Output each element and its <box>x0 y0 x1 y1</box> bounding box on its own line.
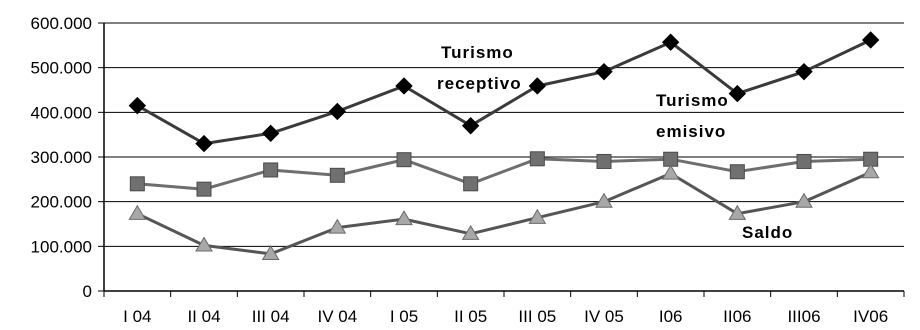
series-1-point-8 <box>663 151 679 167</box>
series-2-point-7 <box>595 192 613 208</box>
y-tick-label-2: 200.000 <box>31 193 92 212</box>
series-1-point-7 <box>596 153 612 169</box>
annotation-receptivo-line-2: receptivo <box>437 74 522 93</box>
series-1-point-0 <box>129 176 145 192</box>
series-0-point-7 <box>595 62 613 81</box>
series-2-point-8 <box>661 164 680 180</box>
series-0-point-8 <box>661 33 680 51</box>
series-1-point-1 <box>196 181 212 197</box>
series-2-point-4 <box>395 210 413 226</box>
x-tick-label-8: I06 <box>659 307 683 326</box>
series-2-point-0 <box>128 204 147 220</box>
series-2-point-9 <box>728 204 747 220</box>
series-2-point-1 <box>195 236 213 252</box>
x-tick-label-9: II06 <box>723 307 751 326</box>
annotation-saldo: Saldo <box>742 223 793 242</box>
series-line-0 <box>136 38 872 146</box>
series-2-point-11 <box>861 163 880 179</box>
series-annotations: Turismo receptivo Turismo emisivo Saldo <box>437 43 793 242</box>
y-tick-label-5: 500.000 <box>31 59 92 78</box>
y-tick-label-6: 600.000 <box>31 14 92 33</box>
annotation-emisivo-line-2: emisivo <box>656 122 726 141</box>
series-line-2 <box>136 170 872 256</box>
series-2-point-2 <box>261 244 280 261</box>
y-tick-label-1: 100.000 <box>31 237 92 256</box>
annotation-receptivo-line-1: Turismo <box>441 43 514 62</box>
series-1-point-10 <box>796 153 812 169</box>
x-tick-label-11: IV06 <box>853 307 888 326</box>
series-1-point-5 <box>463 176 479 192</box>
series-0-point-0 <box>128 96 147 115</box>
x-tick-label-6: III 05 <box>518 307 556 326</box>
annotation-emisivo-line-1: Turismo <box>656 91 729 110</box>
series-1-point-6 <box>529 151 545 167</box>
series-0-point-9 <box>728 84 747 103</box>
x-tick-label-4: I 05 <box>390 307 418 326</box>
series-2-point-5 <box>461 224 480 240</box>
series-0-point-1 <box>195 134 213 153</box>
series-lines <box>136 38 872 256</box>
y-tick-label-0: 0 <box>83 282 92 301</box>
tick-labels: 0 100.000 200.000 300.000 400.000 500.000 600.… <box>31 14 889 326</box>
x-tick-label-5: II 05 <box>454 307 487 326</box>
gridlines <box>104 22 904 247</box>
x-tick-label-3: IV 04 <box>317 307 357 326</box>
series-0-point-5 <box>461 117 480 135</box>
y-tick-label-3: 300.000 <box>31 148 92 167</box>
series-0-point-10 <box>795 62 813 81</box>
series-1-point-2 <box>263 162 279 178</box>
series-0-point-4 <box>395 77 413 95</box>
series-2-point-10 <box>795 192 813 208</box>
data-markers <box>128 31 880 261</box>
series-0-point-3 <box>328 102 347 121</box>
series-2-point-6 <box>528 208 547 224</box>
series-line-1 <box>137 157 871 191</box>
x-tick-label-1: II 04 <box>187 307 220 326</box>
series-2-point-3 <box>328 218 347 234</box>
series-0-point-6 <box>528 77 547 95</box>
x-tick-label-7: IV 05 <box>584 307 624 326</box>
axes <box>98 22 905 297</box>
series-0-point-2 <box>261 124 280 143</box>
x-tick-label-2: III 04 <box>252 307 290 326</box>
series-1-point-4 <box>396 152 412 168</box>
y-tick-label-4: 400.000 <box>31 103 92 122</box>
series-0-point-11 <box>861 31 880 49</box>
series-1-point-3 <box>329 167 345 183</box>
series-1-point-9 <box>729 164 745 180</box>
x-tick-label-10: III06 <box>787 307 820 326</box>
x-tick-label-0: I 04 <box>123 307 151 326</box>
